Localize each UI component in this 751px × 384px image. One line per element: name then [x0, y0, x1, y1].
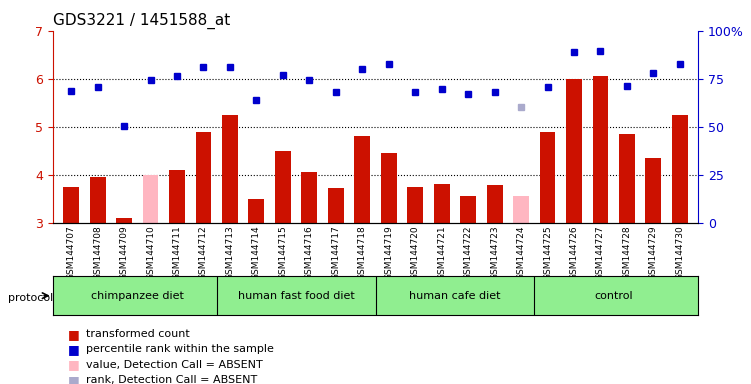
Bar [646, 158, 662, 223]
Bar [354, 136, 370, 223]
Text: ■: ■ [68, 374, 80, 384]
Bar [381, 153, 397, 223]
Text: GSM144709: GSM144709 [119, 225, 128, 280]
Text: GSM144728: GSM144728 [623, 225, 632, 280]
Text: GSM144707: GSM144707 [67, 225, 76, 280]
Text: control: control [594, 291, 633, 301]
Text: GSM144711: GSM144711 [173, 225, 182, 280]
Text: human fast food diet: human fast food diet [238, 291, 354, 301]
Text: ■: ■ [68, 328, 80, 341]
Bar [460, 196, 476, 223]
Bar [275, 151, 291, 223]
Text: GSM144722: GSM144722 [463, 225, 472, 280]
Bar [301, 172, 317, 223]
Text: GSM144724: GSM144724 [517, 225, 526, 280]
Text: GDS3221 / 1451588_at: GDS3221 / 1451588_at [53, 13, 230, 29]
Bar [513, 196, 529, 223]
Text: rank, Detection Call = ABSENT: rank, Detection Call = ABSENT [86, 375, 258, 384]
Bar [593, 76, 608, 223]
Bar [328, 188, 344, 223]
Text: percentile rank within the sample: percentile rank within the sample [86, 344, 274, 354]
Text: GSM144708: GSM144708 [93, 225, 102, 280]
Bar [169, 170, 185, 223]
Bar [540, 131, 556, 223]
Bar [89, 177, 105, 223]
Bar [195, 131, 211, 223]
Text: ■: ■ [68, 358, 80, 371]
Bar [487, 185, 502, 223]
Text: GSM144721: GSM144721 [437, 225, 446, 280]
Text: GSM144716: GSM144716 [305, 225, 314, 280]
Text: GSM144717: GSM144717 [331, 225, 340, 280]
Text: GSM144710: GSM144710 [146, 225, 155, 280]
Bar [143, 175, 158, 223]
Bar [566, 79, 582, 223]
Text: GSM144719: GSM144719 [385, 225, 394, 280]
Bar [619, 134, 635, 223]
Text: GSM144727: GSM144727 [596, 225, 605, 280]
Text: value, Detection Call = ABSENT: value, Detection Call = ABSENT [86, 360, 263, 370]
Text: chimpanzee diet: chimpanzee diet [91, 291, 184, 301]
Text: GSM144714: GSM144714 [252, 225, 261, 280]
Text: GSM144712: GSM144712 [199, 225, 208, 280]
Text: GSM144713: GSM144713 [225, 225, 234, 280]
Bar [434, 184, 450, 223]
Text: protocol: protocol [8, 293, 53, 303]
Bar [672, 115, 688, 223]
Bar [116, 218, 132, 223]
Text: GSM144720: GSM144720 [411, 225, 420, 280]
Bar [407, 187, 423, 223]
Text: GSM144718: GSM144718 [357, 225, 366, 280]
Text: transformed count: transformed count [86, 329, 190, 339]
Text: GSM144729: GSM144729 [649, 225, 658, 280]
Text: ■: ■ [68, 343, 80, 356]
Bar [222, 115, 238, 223]
Text: GSM144725: GSM144725 [543, 225, 552, 280]
Text: GSM144715: GSM144715 [279, 225, 288, 280]
Text: GSM144726: GSM144726 [569, 225, 578, 280]
Text: human cafe diet: human cafe diet [409, 291, 501, 301]
Text: GSM144730: GSM144730 [675, 225, 684, 280]
Bar [249, 199, 264, 223]
Text: GSM144723: GSM144723 [490, 225, 499, 280]
Bar [63, 187, 79, 223]
